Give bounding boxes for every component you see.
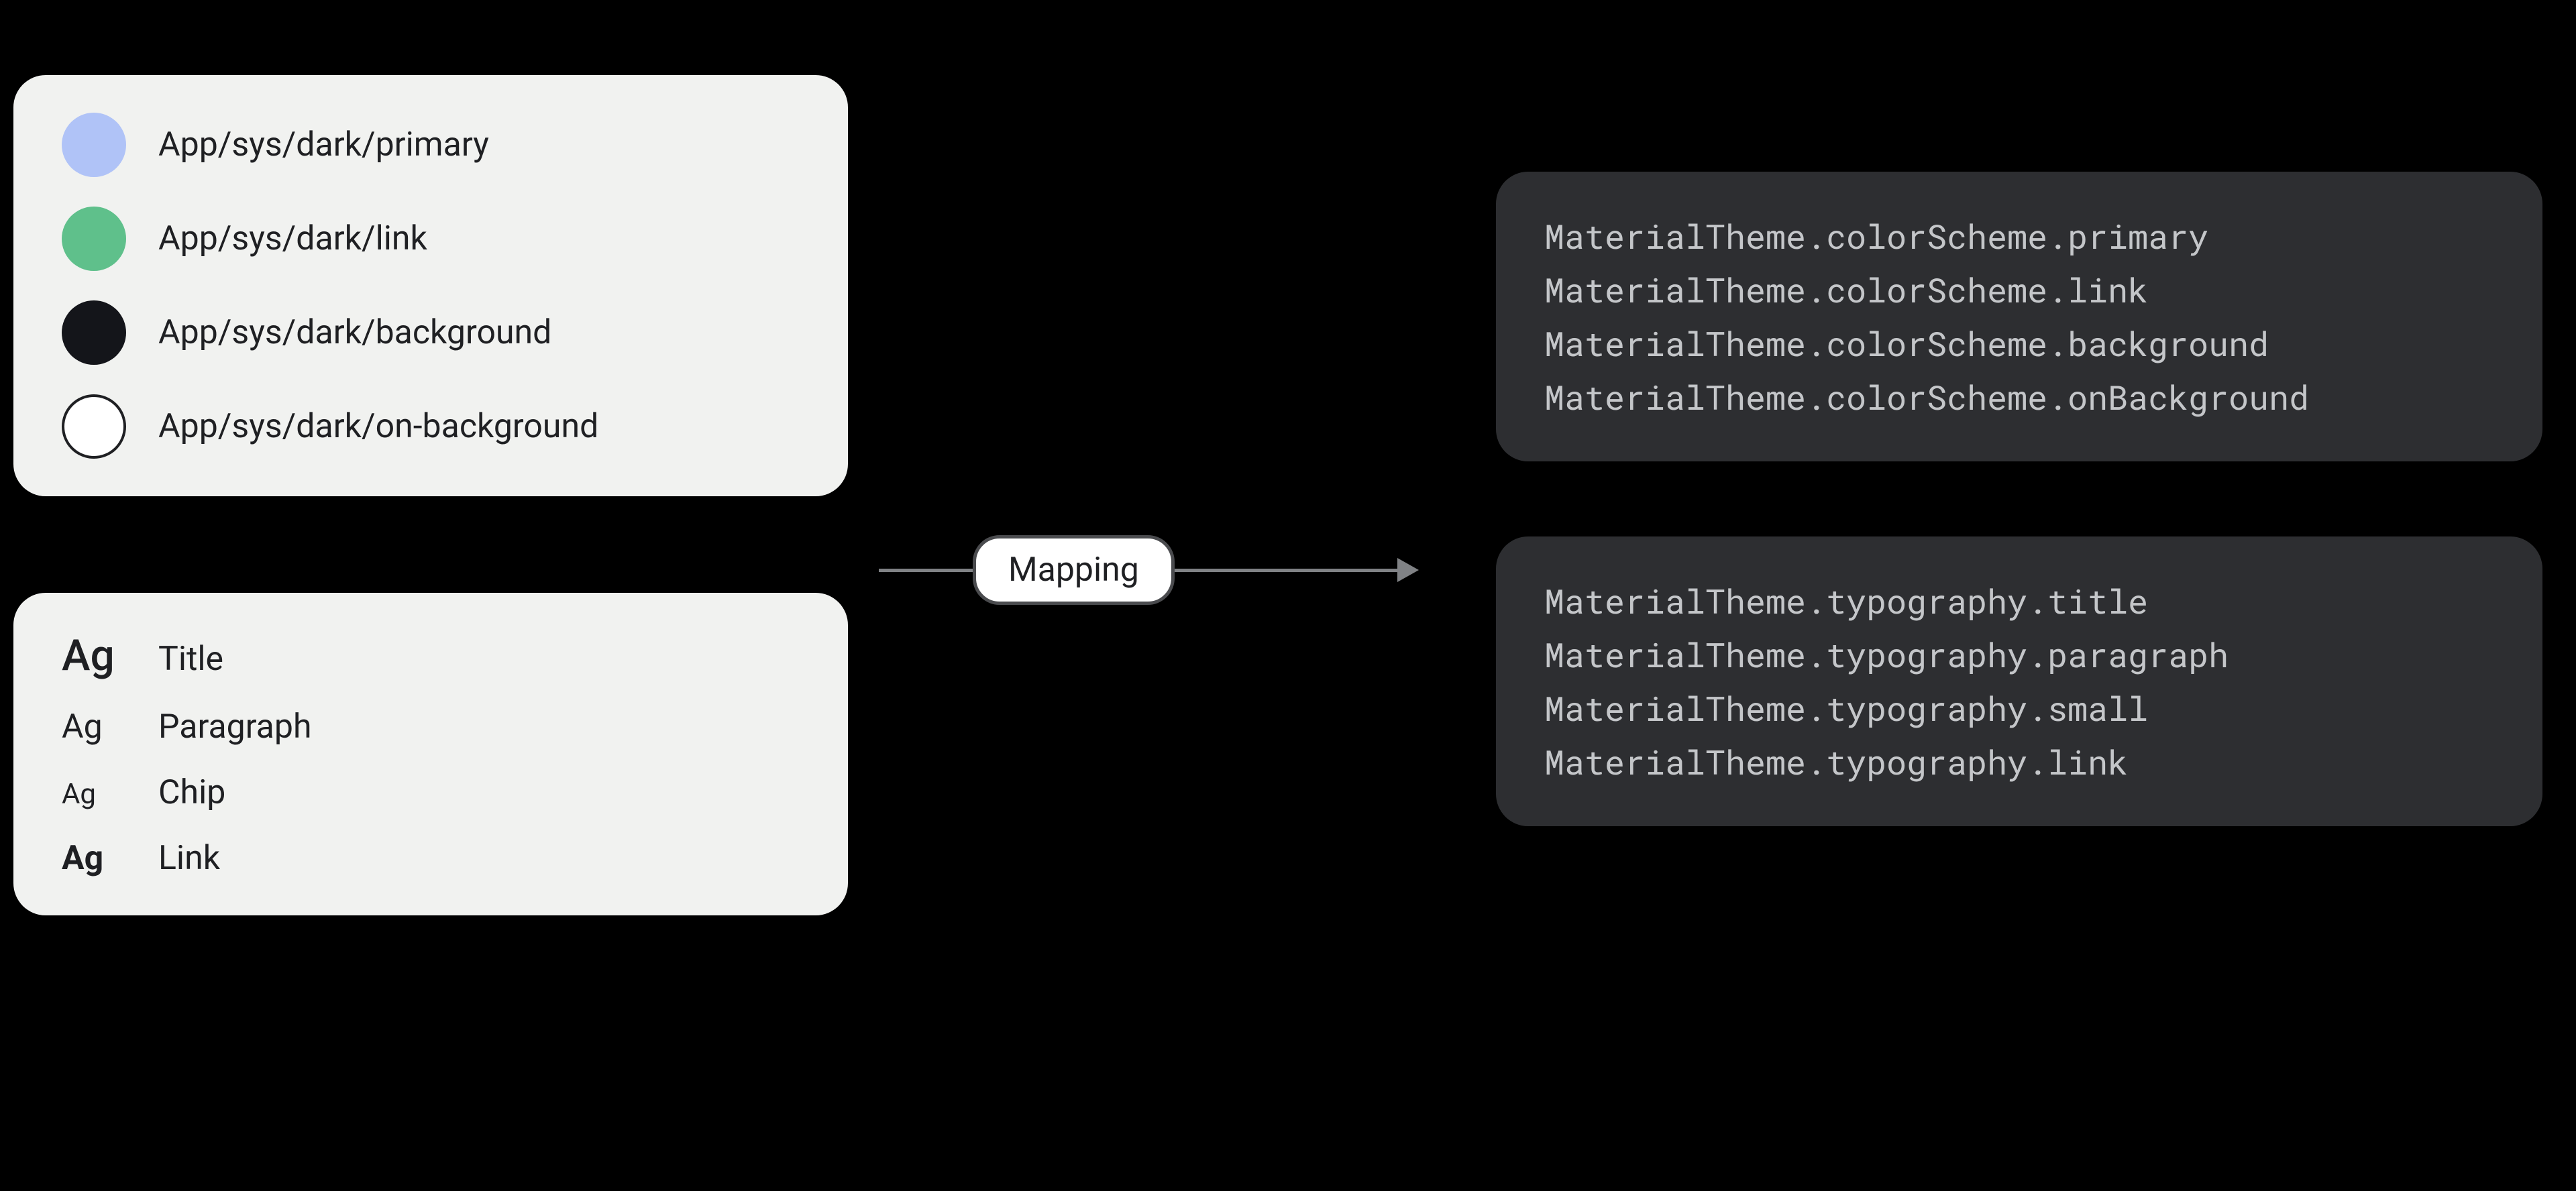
code-line: MaterialTheme.typography.paragraph [1544,628,2494,681]
color-label: App/sys/dark/link [158,219,427,258]
code-line: MaterialTheme.colorScheme.background [1544,317,2494,370]
typography-sample: Ag [62,707,126,746]
code-panel-colors: MaterialTheme.colorScheme.primaryMateria… [1496,172,2542,461]
color-row: App/sys/dark/primary [62,113,800,177]
typography-label: Link [158,839,220,878]
mapping-arrow: Mapping [879,535,1419,605]
color-row: App/sys/dark/link [62,207,800,271]
color-label: App/sys/dark/background [158,313,551,352]
code-line: MaterialTheme.typography.title [1544,574,2494,628]
color-swatch [62,113,126,177]
typography-sample: Ag [62,839,126,878]
code-line: MaterialTheme.colorScheme.link [1544,263,2494,317]
typography-label: Chip [158,773,225,812]
code-line: MaterialTheme.typography.link [1544,735,2494,789]
color-label: App/sys/dark/on-background [158,407,598,446]
code-line: MaterialTheme.colorScheme.primary [1544,209,2494,263]
color-swatch [62,394,126,459]
color-row: App/sys/dark/background [62,300,800,365]
arrow-line-right [1175,569,1397,572]
typography-label: Title [158,640,223,679]
arrow-head-icon [1397,558,1419,582]
typography-sample: Ag [62,778,126,811]
typography-row: Ag Paragraph [62,707,800,746]
code-line: MaterialTheme.typography.small [1544,681,2494,735]
mapping-pill: Mapping [973,535,1175,605]
typography-row: Ag Link [62,839,800,878]
colors-panel: App/sys/dark/primary App/sys/dark/link App… [13,75,848,496]
code-panel-typography: MaterialTheme.typography.titleMaterialTh… [1496,536,2542,826]
typography-label: Paragraph [158,707,312,746]
arrow-line-left [879,569,973,572]
typography-sample: Ag [62,630,126,681]
typography-row: Ag Title [62,630,800,681]
color-swatch [62,300,126,365]
color-label: App/sys/dark/primary [158,125,489,164]
code-line: MaterialTheme.colorScheme.onBackground [1544,370,2494,424]
typography-row: Ag Chip [62,773,800,812]
color-swatch [62,207,126,271]
typography-panel: Ag Title Ag Paragraph Ag Chip Ag Link [13,593,848,915]
color-row: App/sys/dark/on-background [62,394,800,459]
